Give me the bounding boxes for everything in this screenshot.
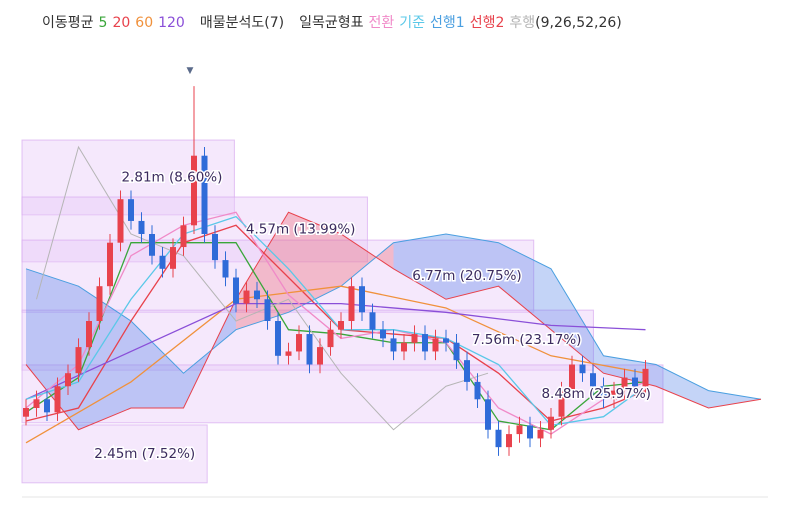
candle-body [485, 399, 491, 430]
indicator-line [36, 145, 489, 431]
candle-body [65, 373, 71, 387]
candle-body [86, 321, 92, 348]
candle-body [285, 351, 292, 356]
candle-body [317, 347, 323, 365]
candle-body [296, 334, 302, 352]
candle-body [338, 321, 344, 330]
candle-body [506, 434, 512, 448]
candle-body [548, 416, 554, 430]
candle-body [170, 247, 176, 269]
candle-body [222, 260, 229, 278]
candle-body [516, 425, 523, 435]
candle-body [422, 334, 428, 352]
legend-title: 매물분석도(7) [199, 15, 285, 31]
candle-body [243, 290, 250, 304]
candle-body [201, 155, 208, 234]
profile-label: 7.56m (23.17%) [472, 332, 582, 348]
profile-label: 4.57m (13.99%) [246, 221, 356, 237]
legend-entry: 기준 [399, 15, 426, 31]
candle-body [527, 425, 533, 439]
candle-body [44, 399, 50, 413]
legend-entry: 60 [135, 15, 154, 31]
profile-bar [21, 424, 208, 484]
legend-entry: 전환 [368, 15, 395, 31]
candle-body [569, 364, 575, 391]
max-marker: ▼ [187, 66, 194, 76]
candle-body [390, 338, 397, 352]
candle-body [401, 342, 407, 352]
candle-body [191, 155, 197, 226]
legend: 이동평균 5 20 60 120 매물분석도(7) 일목균형표 전환 기준 선행1 선행2 후행(9,… [42, 12, 627, 32]
candle-body [432, 338, 439, 352]
candle-body [359, 286, 365, 313]
cloud-span [25, 233, 762, 400]
candle-body [54, 386, 61, 413]
candle-body [474, 381, 481, 400]
candle-body [149, 234, 155, 256]
candle-body [600, 386, 607, 400]
legend-entry: 선행2 [469, 15, 505, 31]
indicator-line [25, 302, 646, 400]
cloud-fill [131, 321, 184, 408]
legend-entry: 선행1 [430, 15, 465, 31]
cloud-fill [551, 268, 604, 374]
candle-body [411, 334, 418, 343]
candle-body [611, 390, 617, 400]
candle-body [117, 199, 124, 243]
candle-body [537, 429, 544, 439]
candle-body [642, 368, 649, 387]
profile-label: 6.77m (20.75%) [412, 268, 522, 284]
legend-entry: 20 [112, 15, 131, 31]
candle-body [306, 334, 313, 365]
cloud-fill [656, 364, 709, 408]
cloud-span [25, 211, 762, 431]
candle-body [348, 286, 355, 321]
indicator-line [25, 285, 646, 444]
profile-label: 2.45m (7.52%) [94, 446, 195, 462]
candle-body [579, 364, 586, 374]
candle-body [632, 377, 638, 387]
candle-body [254, 290, 260, 300]
cloud-fill [341, 234, 394, 287]
candle-body [275, 321, 281, 356]
candle-body [369, 312, 376, 330]
candle-body [495, 429, 502, 448]
candle-body [212, 234, 218, 261]
candle-body [621, 377, 628, 391]
candle-body [107, 242, 113, 287]
candle-body [464, 360, 470, 382]
candle-body [264, 299, 271, 321]
candle-body [159, 255, 166, 269]
candle-body [75, 347, 82, 374]
candle-body [96, 286, 103, 321]
profile-label: 8.48m (25.97%) [541, 386, 651, 402]
candle-body [380, 329, 386, 339]
legend-title: 이동평균 [42, 15, 94, 31]
cloud-fill [498, 242, 551, 330]
legend-entry: 120 [158, 15, 185, 31]
profile-label: 2.81m (8.60%) [121, 169, 222, 185]
candle-body [453, 342, 460, 361]
candle-body [443, 338, 449, 343]
candle-body [233, 277, 239, 304]
legend-params: (9,26,52,26) [535, 15, 622, 31]
cloud-fill [26, 268, 79, 430]
candle-body [590, 373, 596, 387]
cloud-fill [708, 390, 761, 408]
candle-body [128, 199, 134, 221]
cloud-fill [393, 234, 446, 300]
legend-entry: 후행 [509, 15, 536, 31]
candle-body [558, 390, 565, 417]
candle-body [23, 408, 29, 417]
legend-title: 일목균형표 [299, 15, 364, 31]
candle-body [138, 220, 145, 234]
candle-body [180, 225, 187, 248]
legend-entry: 5 [98, 15, 108, 31]
candle-body [33, 399, 40, 408]
cloud-fill [446, 234, 499, 300]
candle-body [327, 329, 334, 348]
